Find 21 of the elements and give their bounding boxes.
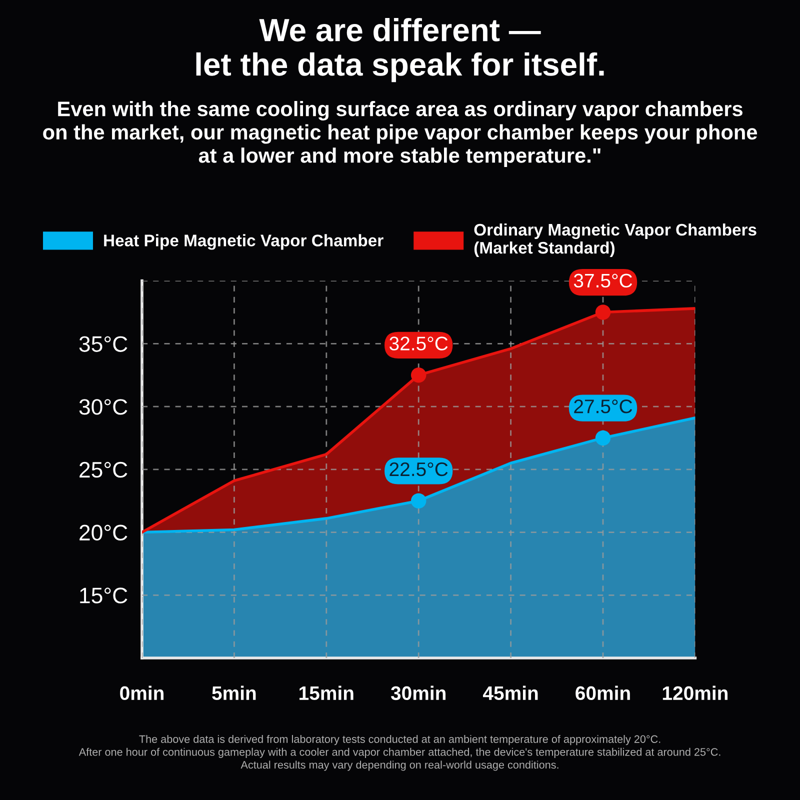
x-tick-label: 5min (212, 686, 256, 700)
legend-label: Heat Pipe Magnetic Vapor Chamber (104, 234, 384, 250)
chart-title: We are different — let the data speak for itself. (196, 18, 604, 82)
x-tick-label: 30min (390, 686, 446, 700)
text: The above data is derived from laboratory tests conducted at an ambient temperature of approximately 20°C. After one hour of continuous gameplay with a cooler and vapor chamber attached, the device's temperature stabilized at around 25°C. Actual results may vary depending on real-world usage conditions. (78, 735, 720, 771)
data-label: 37.5°C (574, 274, 632, 288)
data-label: 27.5°C (574, 400, 632, 414)
x-tick-label: 60min (576, 686, 630, 700)
y-tick-label: 25°C (80, 462, 128, 478)
y-tick-label: 30°C (79, 399, 128, 415)
data-label: 22.5°C (390, 462, 448, 476)
x-tick-label: 120min (662, 686, 728, 700)
x-tick-label: 15min (300, 686, 354, 700)
chart-subtitle: Even with the same cooling surface area as ordinary vapor chambers on the market, our magnetic heat pipe vapor chamber keeps your phone at a lower and more stable temperature." (43, 101, 758, 167)
y-tick-label: 20°C (80, 524, 128, 541)
data-label: 32.5°C (390, 336, 448, 350)
y-tick-label: 15°C (80, 588, 128, 604)
legend-label: Ordinary Magnetic Vapor Chambers (Market Standard) (474, 223, 756, 257)
x-tick-label: 0min (120, 686, 164, 700)
x-tick-label: 45min (482, 686, 538, 700)
y-tick-label: 35°C (79, 336, 128, 352)
